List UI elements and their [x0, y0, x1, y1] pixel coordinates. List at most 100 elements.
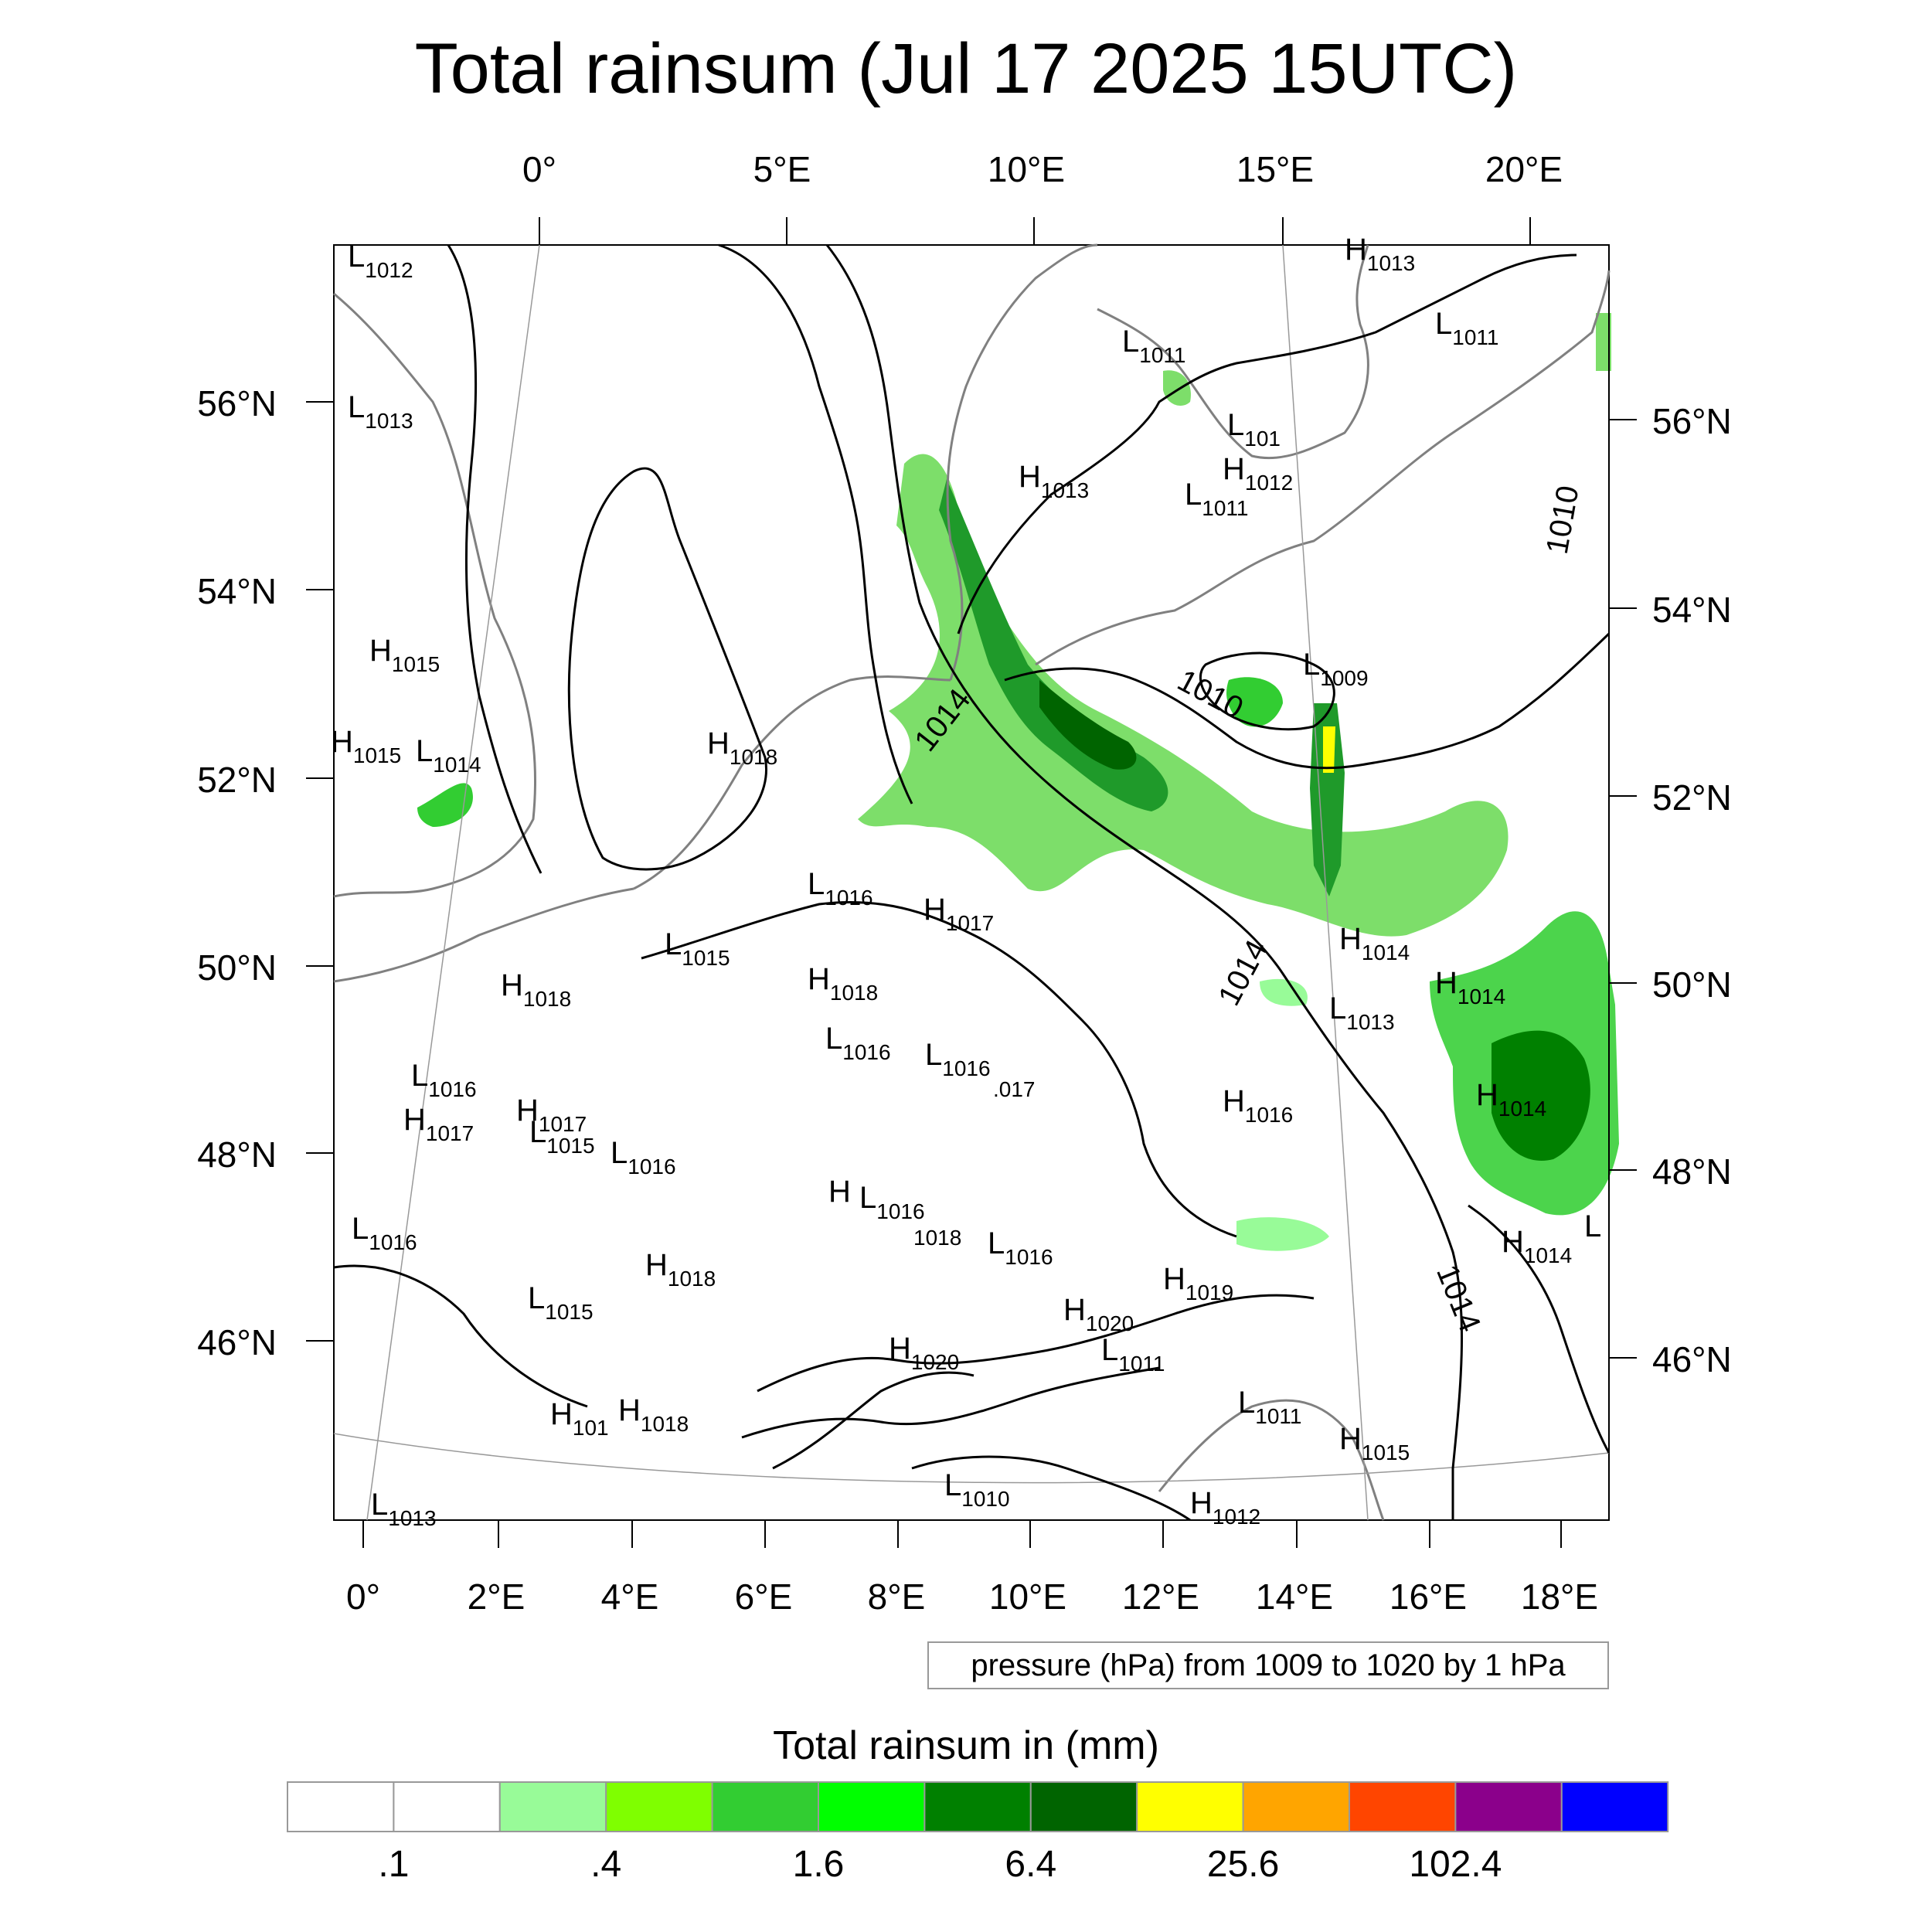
pressure-center-value: 1016	[825, 886, 872, 910]
pressure-center-type: H	[516, 1094, 539, 1128]
colorbar-box	[287, 1781, 395, 1832]
coastlines	[333, 243, 1611, 1521]
isobar-alps-3	[772, 1371, 975, 1470]
colorbar-title: Total rainsum in (mm)	[773, 1723, 1159, 1768]
colorbar-box	[498, 1781, 607, 1832]
colorbar-box	[1349, 1781, 1457, 1832]
pressure-center-type: L	[1435, 307, 1452, 341]
pressure-center-value: 1020	[911, 1350, 959, 1374]
pressure-center-value: 1016	[942, 1056, 990, 1080]
pressure-center-label: H1017	[403, 1103, 474, 1145]
pressure-center-value: 1013	[1367, 251, 1415, 275]
pressure-center-value: 1019	[1185, 1281, 1233, 1304]
pressure-center-type: H	[1476, 1078, 1498, 1112]
colorbar-box	[818, 1781, 926, 1832]
pressure-center-value: 1011	[1452, 325, 1498, 349]
pressure-center-type: L	[1584, 1209, 1601, 1243]
isobar-label: 1014	[1212, 934, 1274, 1011]
pressure-center-type: H	[645, 1248, 668, 1282]
pressure-contour-note: pressure (hPa) from 1009 to 1020 by 1 hP…	[927, 1641, 1609, 1689]
coast-sweden	[1097, 244, 1369, 460]
rain-spot-uk	[417, 783, 473, 827]
pressure-center-type: L	[859, 1181, 876, 1215]
pressure-center-type: L	[944, 1468, 961, 1502]
pressure-center-label: L1016	[611, 1136, 676, 1179]
rain-core-dark	[1039, 680, 1137, 770]
isobar-1014-west	[825, 244, 1464, 1520]
pressure-center-value: 1017	[426, 1121, 474, 1145]
bottom-lon-label: 12°E	[1122, 1577, 1199, 1617]
pressure-center-label: L1016	[925, 1038, 991, 1080]
colorbar-box	[605, 1781, 713, 1832]
pressure-center-label: H1014	[1339, 922, 1410, 964]
left-lat-label: 56°N	[197, 383, 277, 423]
top-lon-label: 15°E	[1236, 149, 1314, 189]
pressure-center-type: H	[403, 1103, 426, 1137]
pressure-center-value: 1016	[428, 1077, 476, 1101]
axis-ticks	[306, 217, 1637, 1548]
isobar-label: 1010	[1540, 483, 1586, 556]
pressure-center-value: 1015	[353, 743, 401, 767]
pressure-center-label: H1020	[1063, 1293, 1134, 1335]
left-lat-label: 48°N	[197, 1134, 277, 1175]
pressure-center-value: 1014	[1498, 1097, 1546, 1121]
colorbar-tick-label: 25.6	[1207, 1844, 1279, 1885]
pressure-center-value: 1020	[1086, 1311, 1134, 1335]
coast-adriatic	[1158, 1399, 1385, 1521]
pressure-center-label: L1011	[1101, 1333, 1165, 1376]
isobar-po-valley	[911, 1455, 1191, 1522]
right-lat-label: 52°N	[1652, 777, 1732, 818]
pressure-center-type: H	[1345, 233, 1367, 267]
pressure-center-type: H	[923, 893, 946, 927]
bottom-lon-label: 0°	[346, 1577, 380, 1617]
right-lat-label: 56°N	[1652, 401, 1732, 441]
bottom-lon-label: 8°E	[868, 1577, 926, 1617]
coast-baltic-south	[1035, 270, 1611, 666]
pressure-center-type: L	[411, 1059, 428, 1093]
meridian-0	[366, 244, 540, 1521]
bottom-lon-label: 6°E	[735, 1577, 793, 1617]
left-lat-label: 50°N	[197, 947, 277, 988]
pressure-center-label: L1016	[825, 1022, 891, 1064]
pressure-center-label: L1012	[348, 240, 413, 282]
colorbar-box	[1029, 1781, 1138, 1832]
pressure-center-type: H	[1435, 966, 1458, 1000]
pressure-center-label: L1016	[411, 1059, 477, 1101]
pressure-center-type: H	[828, 1175, 851, 1209]
pressure-center-type: L	[925, 1038, 942, 1072]
rain-shading	[417, 313, 1619, 1251]
pressure-center-label: H1018	[501, 968, 571, 1011]
isobar-central-1016	[641, 900, 1237, 1238]
rain-spot-czech	[1260, 978, 1308, 1006]
pressure-center-type: L	[348, 390, 365, 424]
bottom-lon-label: 2°E	[468, 1577, 526, 1617]
isobar-label: 1010	[1172, 663, 1248, 726]
isobar-north-sea-east	[718, 243, 913, 804]
pressure-center-label: H1015	[1339, 1422, 1410, 1464]
pressure-center-value: 1009	[1320, 666, 1368, 690]
pressure-center-label: L1013	[371, 1488, 437, 1530]
isobar-southwest	[333, 1264, 588, 1408]
pressure-center-label: H1018	[707, 726, 777, 769]
pressure-center-label: H1019	[1163, 1262, 1233, 1304]
isobar-1009-cell	[1199, 651, 1335, 731]
axis-labels: 0° 5°E 10°E 15°E 20°E 0° 2°E 4°E 6°E 8°E…	[197, 149, 1732, 1617]
top-lon-label: 20°E	[1485, 149, 1563, 189]
pressure-center-value: 1016	[842, 1040, 890, 1064]
parallel-45n	[333, 1433, 1610, 1484]
pressure-center-value: 1014	[433, 753, 481, 777]
pressure-center-type: H	[1339, 1422, 1362, 1456]
pressure-center-value: 101	[573, 1416, 609, 1440]
rain-spot-baltic	[1596, 313, 1611, 371]
pressure-center-type: L	[988, 1226, 1005, 1260]
pressure-center-label: L1016	[988, 1226, 1053, 1269]
pressure-center-label: L1015	[529, 1115, 595, 1158]
pressure-center-value: 1016	[1005, 1245, 1053, 1269]
isobar-north-sea-ridge	[567, 467, 767, 871]
bottom-lon-label: 18°E	[1521, 1577, 1598, 1617]
pressure-center-value: 1015	[682, 946, 730, 970]
right-lat-label: 46°N	[1652, 1339, 1732, 1379]
pressure-center-value: 1018	[523, 987, 571, 1011]
pressure-center-label: H1014	[1435, 966, 1505, 1009]
colorbar-tick-label: 102.4	[1409, 1844, 1502, 1885]
